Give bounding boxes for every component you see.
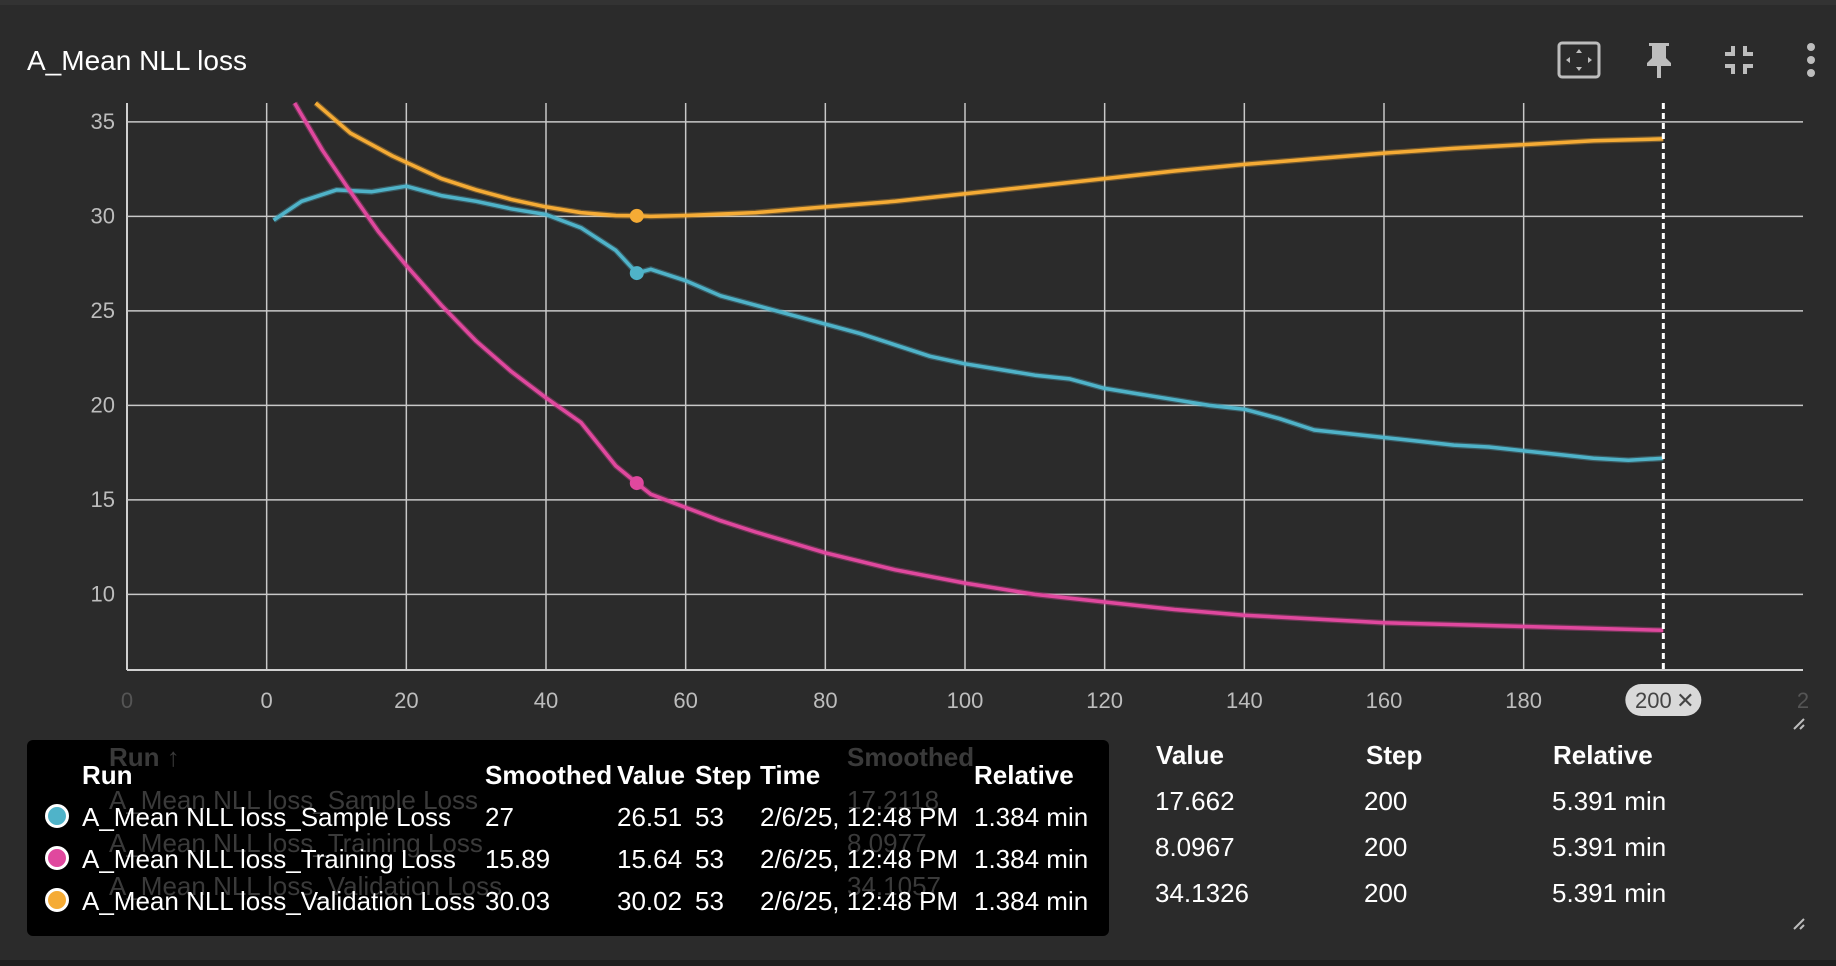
resize-handle-chart-icon[interactable]: [1790, 715, 1806, 731]
y-tick-label: 35: [91, 109, 115, 134]
range-relative: 5.391 min: [1552, 832, 1667, 862]
y-tick-label: 15: [91, 487, 115, 512]
more-button[interactable]: [1786, 35, 1836, 85]
tooltip-step: 53: [695, 886, 724, 916]
tooltip-time: 2/6/25, 12:48 PM: [760, 802, 959, 832]
series-line-shadow: [271, 183, 1664, 464]
range-header-relative: Relative: [1553, 740, 1653, 770]
tooltip-value: 15.64: [617, 844, 683, 874]
y-tick-label: 10: [91, 581, 115, 606]
pin-button[interactable]: [1634, 35, 1684, 85]
y-tick-label: 25: [91, 298, 115, 323]
tooltip-value: 30.02: [617, 886, 683, 916]
y-tick-label: 20: [91, 392, 115, 417]
tooltip-run-name: A_Mean NLL loss_Training Loss: [82, 844, 456, 874]
ghost-smoothed-header: Smoothed: [847, 742, 975, 772]
y-axis: 10 15 20 25 30 35: [91, 109, 115, 607]
x-tick-label: 0: [121, 688, 133, 713]
series-lines: [271, 101, 1664, 634]
tooltip-run-name: A_Mean NLL loss_Sample Loss: [82, 802, 452, 832]
cursor-point: [629, 208, 644, 223]
x-tick-label: 60: [673, 688, 697, 713]
x-tick-label: 40: [534, 688, 558, 713]
more-vert-icon: [1807, 43, 1815, 77]
series-color-dot: [45, 846, 69, 870]
tooltip-run-name: A_Mean NLL loss_Validation Loss: [82, 886, 476, 916]
x-tick-label: 80: [813, 688, 837, 713]
range-end-marker: 200 ✕: [1625, 103, 1702, 716]
x-tick-label: 160: [1366, 688, 1403, 713]
tooltip-smoothed: 30.03: [485, 886, 551, 916]
tooltip-header-run: Run: [82, 760, 133, 790]
y-tick-label: 30: [91, 203, 115, 228]
series-color-dot: [45, 804, 69, 828]
collapse-button[interactable]: [1714, 35, 1764, 85]
range-relative: 5.391 min: [1552, 786, 1667, 816]
tooltip-smoothed: 15.89: [485, 844, 551, 874]
x-tick-label: 100: [947, 688, 984, 713]
series-line: [272, 184, 1664, 462]
resize-handle-table-icon[interactable]: [1790, 915, 1806, 931]
tooltip-header-time: Time: [760, 760, 821, 790]
range-header-value: Value: [1156, 740, 1224, 770]
range-value: 17.662: [1155, 786, 1235, 816]
range-value: 34.1326: [1155, 878, 1249, 908]
chart-grid: [126, 103, 1803, 671]
ghost-row3-smoothed: 34.1057: [847, 871, 941, 901]
cursor-points: [629, 208, 644, 491]
ghost-run-header: Run ↑: [109, 742, 180, 772]
range-end-label: 200: [1635, 688, 1672, 713]
pin-icon: [1647, 43, 1671, 78]
ghost-row2-run: A_Mean NLL loss_Training Loss: [109, 828, 483, 858]
fit-domain-button[interactable]: [1554, 35, 1604, 85]
range-end-chip: [1625, 684, 1702, 716]
ghost-row3-run: A_Mean NLL loss_Validation Loss: [109, 871, 503, 901]
fit-domain-icon: [1557, 41, 1601, 79]
tooltip-header-relative: Relative: [974, 760, 1074, 790]
tooltip-step: 53: [695, 844, 724, 874]
series-color-dot: [45, 888, 69, 912]
series-line: [293, 102, 1664, 633]
cursor-point: [629, 476, 644, 491]
x-tick-label: 140: [1226, 688, 1263, 713]
tooltip-value: 26.51: [617, 802, 683, 832]
card-title: A_Mean NLL loss: [27, 45, 247, 76]
tooltip-step: 53: [695, 802, 724, 832]
hover-tooltip: Run ↑ Smoothed A_Mean NLL loss_Sample Lo…: [27, 740, 1109, 936]
cursor-point: [629, 266, 644, 281]
x-axis: 0 0 20 40 60 80 100 120 140 160 180 2: [121, 688, 1809, 713]
tooltip-time: 2/6/25, 12:48 PM: [760, 844, 959, 874]
tooltip-relative: 1.384 min: [974, 886, 1089, 916]
ghost-row2-smoothed: 8.0977: [847, 828, 927, 858]
tooltip-header-smoothed: Smoothed: [485, 760, 613, 790]
series-line: [314, 101, 1664, 219]
range-step: 200: [1364, 878, 1408, 908]
tooltip-header-value: Value: [617, 760, 685, 790]
x-tick-label: 120: [1086, 688, 1123, 713]
ghost-row1-run: A_Mean NLL loss_Sample Loss: [109, 785, 479, 815]
x-tick-label: 20: [394, 688, 418, 713]
range-end-clear-icon: ✕: [1676, 688, 1694, 713]
x-tick-label: 2: [1797, 688, 1809, 713]
x-tick-label: 0: [261, 688, 273, 713]
range-relative: 5.391 min: [1552, 878, 1667, 908]
tooltip-smoothed: 27: [485, 802, 514, 832]
tooltip-time: 2/6/25, 12:48 PM: [760, 886, 959, 916]
ghost-row1-smoothed: 17.2118: [847, 785, 940, 815]
range-header-step: Step: [1366, 740, 1423, 770]
tooltip-relative: 1.384 min: [974, 844, 1089, 874]
top-divider: [0, 0, 1836, 5]
range-step: 200: [1364, 832, 1408, 862]
tooltip-relative: 1.384 min: [974, 802, 1089, 832]
tooltip-header-step: Step: [695, 760, 752, 790]
range-step: 200: [1364, 786, 1408, 816]
range-value: 8.0967: [1155, 832, 1235, 862]
x-tick-label: 180: [1505, 688, 1542, 713]
collapse-icon: [1725, 46, 1753, 74]
